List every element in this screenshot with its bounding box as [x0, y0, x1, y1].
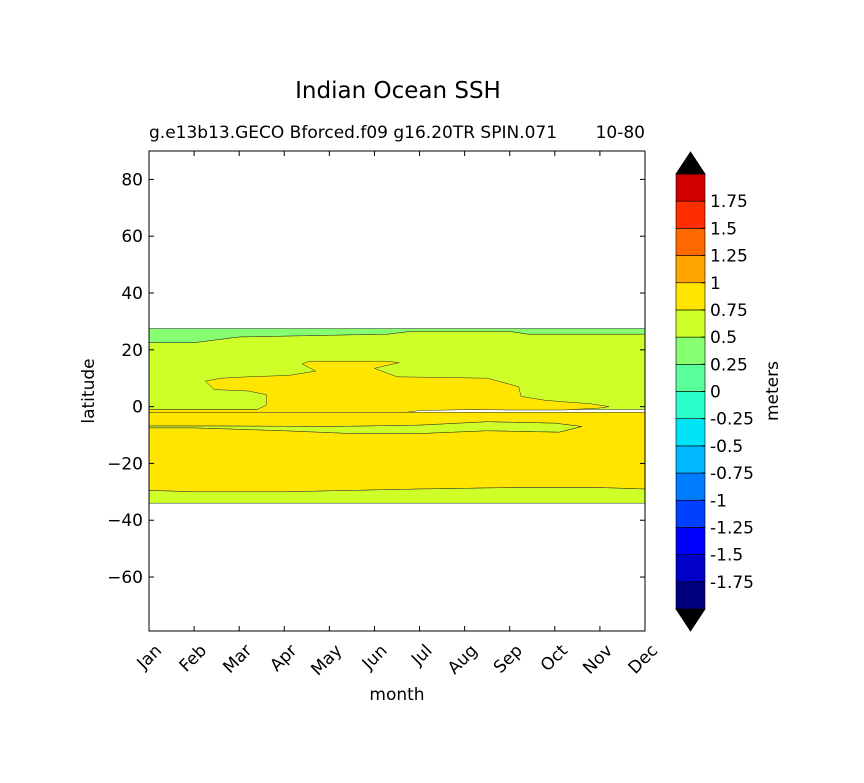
colorbar-tick-label: 1.75 [710, 192, 748, 212]
colorbar-tick-label: -1.25 [710, 518, 754, 538]
x-tick-label: Jun [358, 641, 392, 675]
colorbar-tick-label: 1 [710, 274, 721, 294]
colorbar-tick-label: 1.5 [710, 219, 737, 239]
contour-region-6 [148, 487, 646, 504]
y-tick-label: 80 [121, 170, 143, 190]
x-tick-label: Sep [490, 641, 527, 678]
y-tick-label: −60 [107, 568, 143, 588]
colorbar-tick-label: 0.25 [710, 355, 748, 375]
colorbar-tick-label: -1.75 [710, 573, 754, 593]
colorbar-bin [675, 364, 706, 392]
x-tick-label: Jul [407, 641, 436, 670]
x-tick-label: Feb [176, 641, 211, 676]
colorbar-tick-label: -0.75 [710, 464, 754, 484]
colorbar-bin [675, 255, 706, 284]
colorbar-bin [675, 581, 706, 610]
colorbar-bin [675, 282, 706, 311]
y-tick-label: −20 [107, 454, 143, 474]
x-axis-label: month [369, 685, 424, 705]
x-tick-label: Nov [579, 641, 617, 679]
colorbar-bin [675, 527, 706, 555]
colorbar-tick-label: -0.25 [710, 410, 754, 430]
colorbar-bin [675, 173, 706, 202]
x-tick-label: Oct [537, 641, 572, 676]
colorbar-bin [675, 200, 706, 229]
y-tick-label: −40 [107, 511, 143, 531]
colorbar-bin [675, 554, 706, 583]
colorbar-extend-bottom [675, 608, 706, 632]
y-tick-label: 20 [121, 341, 143, 361]
colorbar-bin [675, 336, 706, 365]
y-tick-label: 0 [132, 398, 143, 418]
colorbar-bin [675, 445, 706, 474]
colorbar-bin [675, 418, 706, 447]
colorbar-tick-label: 0 [710, 383, 721, 403]
x-tick-label: Jan [133, 641, 166, 674]
contour-region-3 [148, 360, 610, 413]
colorbar-tick-label: -1 [710, 491, 727, 511]
x-tick-label: May [307, 641, 346, 680]
x-tick-label: Aug [444, 641, 482, 679]
colorbar-tick-label: -0.5 [710, 437, 743, 457]
y-axis: 80 60 40 20 0 −20 −40 −60 [107, 170, 645, 588]
colorbar-tick-label: 0.5 [710, 328, 737, 348]
colorbar-bin [675, 228, 706, 256]
y-axis-label: latitude [79, 358, 99, 423]
colorbar-tick-label: 1.25 [710, 247, 748, 267]
colorbar: 1.75 1.5 1.25 1 0.75 0.5 0.25 0 -0.25 -0.5 -0.75 -1… [675, 151, 754, 632]
chart-subtitle: g.e13b13.GECO Bforced.f09 g16.20TR SPIN.… [149, 123, 557, 143]
x-tick-label: Apr [266, 641, 301, 676]
colorbar-label: meters [763, 361, 783, 421]
plot-area [148, 150, 646, 632]
y-tick-label: 60 [121, 227, 143, 247]
x-tick-label: Dec [625, 641, 662, 678]
y-tick-label: 40 [121, 284, 143, 304]
colorbar-tick-label: -1.5 [710, 546, 743, 566]
colorbar-tick-label: 0.75 [710, 301, 748, 321]
colorbar-bin [675, 472, 706, 501]
x-tick-label: Mar [219, 641, 256, 678]
plot-frame [148, 150, 646, 632]
colorbar-extend-top [675, 151, 706, 175]
contour-region-5 [148, 412, 646, 493]
chart-title: Indian Ocean SSH [295, 78, 501, 104]
chart-subtitle-right: 10-80 [596, 123, 645, 143]
colorbar-bin [675, 391, 706, 419]
colorbar-bin [675, 499, 706, 528]
colorbar-bin [675, 309, 706, 338]
